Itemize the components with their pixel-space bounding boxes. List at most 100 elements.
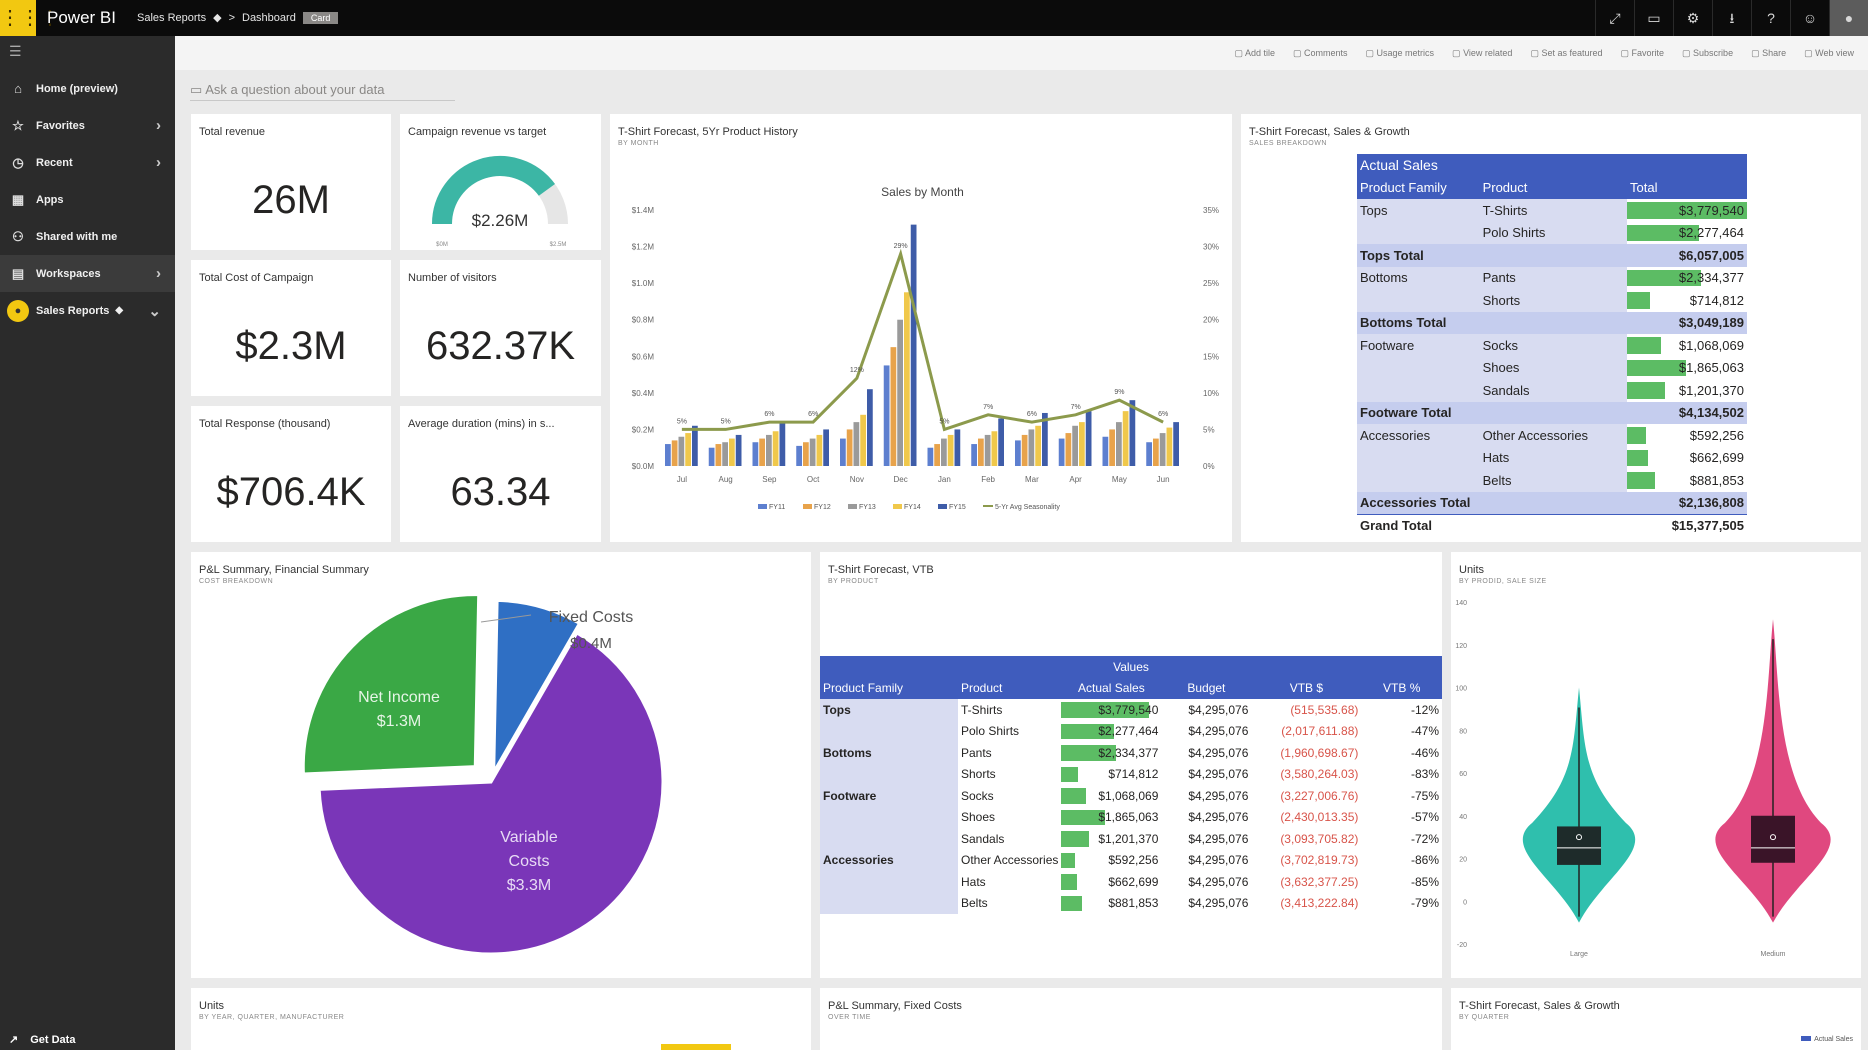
command-favorite[interactable]: ▢ Favorite — [1621, 48, 1665, 59]
violin-mean — [1576, 834, 1582, 841]
expand-icon[interactable]: ⤢ — [1595, 0, 1634, 36]
notifications-icon[interactable]: ▭ — [1634, 0, 1673, 36]
chevron-right-icon[interactable]: › — [156, 154, 161, 171]
sidebar-item-sales-reports[interactable]: ● Sales Reports ◆ ⌄ — [0, 292, 175, 329]
avatar[interactable]: ● — [1829, 0, 1868, 36]
sidebar-item-apps[interactable]: ▦ Apps — [0, 181, 175, 218]
product-cell: T-Shirts — [1479, 199, 1627, 222]
combo-chart-tile[interactable]: T-Shirt Forecast, 5Yr Product History BY… — [610, 114, 1232, 542]
y-tick-label: 40 — [1459, 814, 1467, 821]
subtotal-label: Footware Total — [1360, 405, 1452, 421]
sales-growth-quarter-tile[interactable]: T-Shirt Forecast, Sales & Growth BY QUAR… — [1451, 988, 1861, 1050]
y-tick-label: $0.0M — [632, 462, 655, 471]
breadcrumb-page[interactable]: Dashboard — [242, 11, 296, 24]
product-cell: Pants — [961, 745, 992, 760]
table-row: Bottoms Pants $2,334,377 — [1357, 266, 1747, 289]
legend-label: FY15 — [949, 504, 966, 511]
sidebar-item-home-preview[interactable]: ⌂ Home (preview) — [0, 70, 175, 107]
help-icon[interactable]: ? — [1751, 0, 1790, 36]
column-header[interactable]: Product Family — [1360, 180, 1447, 196]
actual-value: $1,201,370 — [1098, 831, 1159, 846]
command-icon: ▢ — [1365, 47, 1377, 58]
column-header[interactable]: Budget — [1187, 681, 1226, 696]
bar-fy15 — [823, 429, 829, 466]
qa-input[interactable]: ▭ Ask a question about your data — [190, 80, 455, 101]
get-data-button[interactable]: ↗ Get Data — [9, 1033, 75, 1047]
download-icon[interactable]: ⭳ — [1712, 0, 1751, 36]
command-add-tile[interactable]: ▢ Add tile — [1234, 48, 1275, 59]
product-cell: Socks — [961, 788, 994, 803]
column-header[interactable]: Total — [1630, 180, 1658, 196]
y-tick-label: 0 — [1463, 899, 1467, 906]
tile-subtitle: BY PRODUCT — [828, 578, 879, 585]
tile-title: P&L Summary, Fixed Costs — [828, 1000, 962, 1012]
data-bar — [1627, 292, 1650, 309]
legend-label: FY14 — [904, 504, 921, 511]
matrix-header: Actual Sales — [1360, 157, 1438, 174]
feedback-icon[interactable]: ☺ — [1790, 0, 1829, 36]
x-tick-label: Aug — [719, 475, 733, 484]
chevron-right-icon[interactable]: › — [156, 265, 161, 282]
chevron-right-icon[interactable]: › — [156, 117, 161, 134]
table-row: Bottoms Pants $2,334,377 $4,295,076 (1,960,6… — [820, 742, 1442, 764]
waffle-icon[interactable]: ⋮⋮⋮ — [0, 0, 60, 36]
kpi-tile-total-revenue[interactable]: Total revenue 26M — [191, 114, 391, 250]
settings-icon[interactable]: ⚙ — [1673, 0, 1712, 36]
hamburger-icon[interactable]: ☰ — [9, 43, 22, 59]
total-value: $714,812 — [1689, 292, 1744, 308]
kpi-tile-visitors[interactable]: Number of visitors 632.37K — [400, 260, 601, 396]
family-cell — [1357, 221, 1480, 244]
actual-sales-tile[interactable]: T-Shirt Forecast, Sales & Growth SALES B… — [1241, 114, 1861, 542]
column-header[interactable]: VTB % — [1383, 681, 1421, 696]
units-quarter-tile[interactable]: Units BY YEAR, QUARTER, MANUFACTURER — [191, 988, 811, 1050]
actual-cell: $592,256 — [1061, 850, 1161, 872]
column-header[interactable]: Actual Sales — [1078, 681, 1145, 696]
slice-value: $0.4M — [570, 635, 612, 652]
data-bar — [1627, 224, 1700, 241]
bar-fy12 — [934, 444, 940, 466]
column-header[interactable]: Product — [961, 681, 1003, 696]
command-view-related[interactable]: ▢ View related — [1452, 48, 1512, 59]
column-header[interactable]: Product — [1482, 180, 1528, 196]
y2-tick-label: 0% — [1203, 462, 1215, 471]
command-subscribe[interactable]: ▢ Subscribe — [1682, 48, 1733, 59]
column-header[interactable]: VTB $ — [1289, 681, 1324, 696]
sidebar-item-recent[interactable]: ◷ Recent › — [0, 144, 175, 181]
subtotal-value: $4,134,502 — [1678, 405, 1744, 421]
chevron-down-icon[interactable]: ⌄ — [148, 303, 161, 320]
command-share[interactable]: ▢ Share — [1751, 48, 1786, 59]
gauge-tile[interactable]: Campaign revenue vs target $2.26M $0M $2.5… — [400, 114, 601, 250]
vtb-pct-cell: -46% — [1410, 745, 1439, 760]
command-web-view[interactable]: ▢ Web view — [1804, 48, 1854, 59]
product-cell: Socks — [1479, 334, 1627, 357]
kpi-tile-avg-duration[interactable]: Average duration (mins) in s... 63.34 — [400, 406, 601, 542]
command-usage-metrics[interactable]: ▢ Usage metrics — [1366, 48, 1435, 59]
violin-tile[interactable]: Units BY PRODID, SALE SIZE -20 0 20 40 60 80 1… — [1451, 552, 1861, 978]
bar-fy12 — [890, 347, 897, 466]
column-header[interactable]: Product Family — [823, 681, 904, 696]
sidebar-item-favorites[interactable]: ☆ Favorites › — [0, 107, 175, 144]
bar-fy13 — [809, 438, 816, 466]
vtb-tile[interactable]: T-Shirt Forecast, VTB BY PRODUCT Values P… — [820, 552, 1442, 978]
actual-value: $714,812 — [1108, 767, 1159, 782]
product-cell: Shorts — [961, 767, 996, 782]
kpi-tile-total-response[interactable]: Total Response (thousand) $706.4K — [191, 406, 391, 542]
grand-total-value: $15,377,505 — [1671, 518, 1744, 533]
breadcrumb-workspace[interactable]: Sales Reports — [137, 11, 207, 24]
command-comments[interactable]: ▢ Comments — [1293, 48, 1348, 59]
kpi-tile-total-cost[interactable]: Total Cost of Campaign $2.3M — [191, 260, 391, 396]
fixed-costs-tile[interactable]: P&L Summary, Fixed Costs OVER TIME — [820, 988, 1442, 1050]
sidebar-item-shared-with-me[interactable]: ⚇ Shared with me — [0, 218, 175, 255]
vtb-cell: (3,227,006.76) — [1280, 788, 1359, 803]
bar-fy13 — [897, 319, 903, 466]
app-title[interactable]: Power BI — [47, 8, 116, 27]
sidebar-item-workspaces[interactable]: ▤ Workspaces › — [0, 255, 175, 292]
pie-tile[interactable]: P&L Summary, Financial Summary COST BREA… — [191, 552, 811, 978]
command-set-as-featured[interactable]: ▢ Set as featured — [1530, 48, 1602, 59]
clock-icon: ◷ — [12, 154, 24, 170]
tile-title: Total Response (thousand) — [199, 418, 331, 430]
line-data-label: 5% — [721, 418, 731, 425]
command-label: Share — [1762, 47, 1787, 58]
y-tick-label: $0.8M — [632, 316, 655, 325]
budget-cell: $4,295,076 — [1188, 767, 1249, 782]
